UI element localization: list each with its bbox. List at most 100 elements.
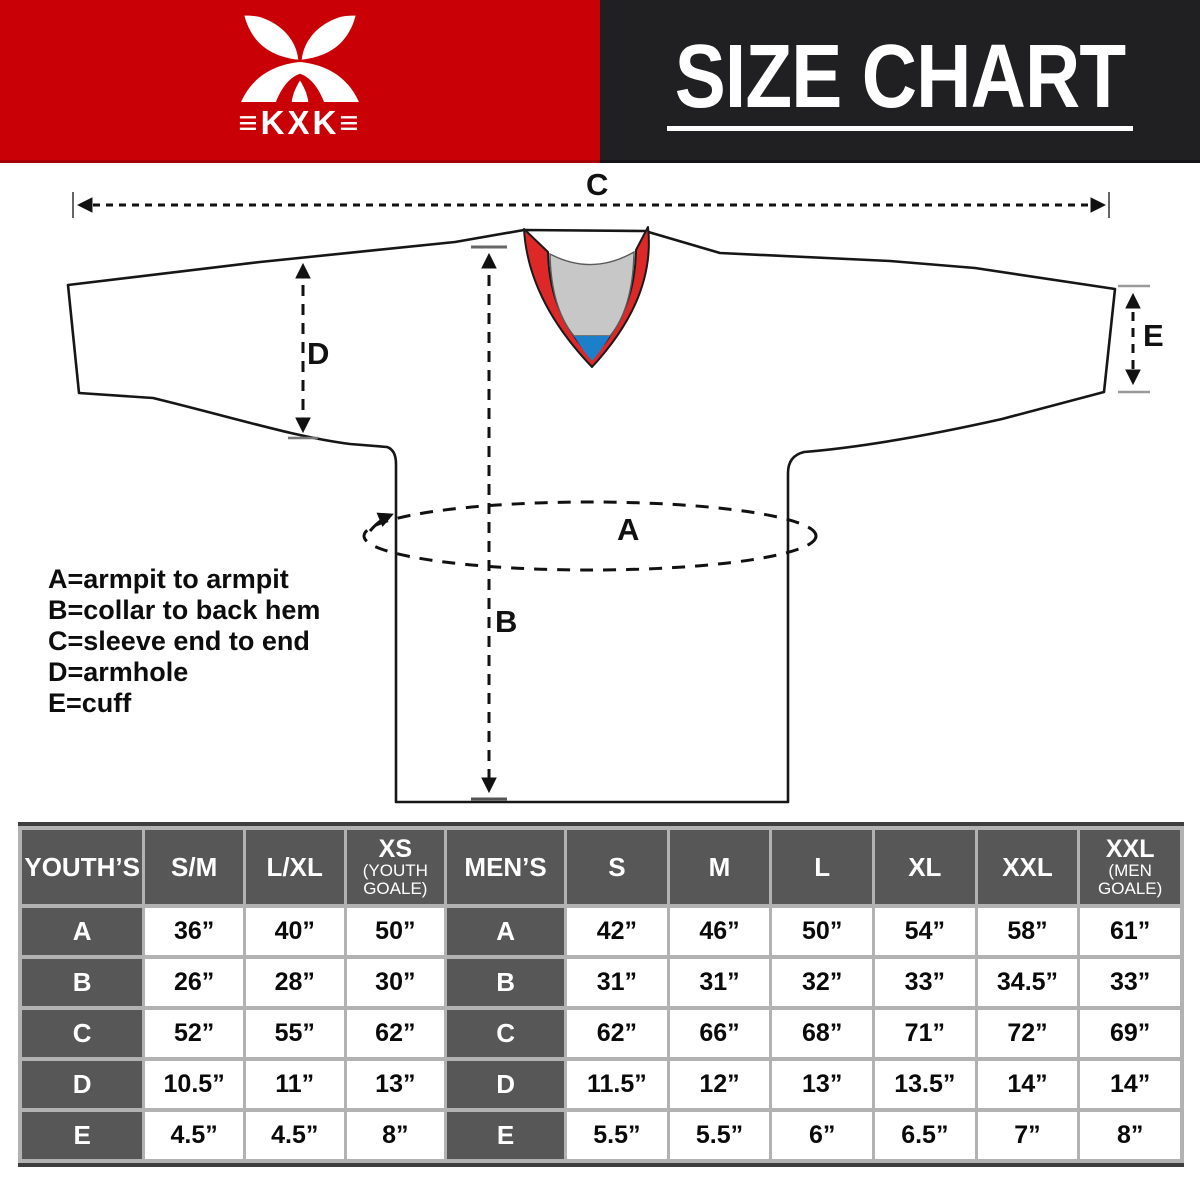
youth-col-label: XS	[378, 834, 413, 863]
youth-size-value: 4.5”	[245, 1112, 344, 1159]
title-panel: SIZE CHART	[600, 0, 1200, 163]
men-col-header: M	[669, 830, 770, 904]
youth-size-value: 26”	[145, 959, 243, 1006]
page-title: SIZE CHART	[674, 27, 1126, 127]
banner: ≡KXK≡ SIZE CHART	[0, 0, 1200, 163]
men-col-header: XXL	[977, 830, 1078, 904]
row-label: E	[22, 1112, 143, 1159]
youth-size-value: 40”	[245, 908, 344, 955]
dim-line-d	[288, 262, 318, 440]
legend-line-a: A=armpit to armpit	[48, 564, 289, 594]
legend-line-b: B=collar to back hem	[48, 595, 321, 625]
men-size-value: 33”	[1080, 959, 1180, 1006]
youth-col-header: XS (YOUTH GOALE)	[346, 830, 445, 904]
table-row: D 10.5” 11” 13” D 11.5” 12” 13” 13.5” 14” 14”	[22, 1061, 1180, 1108]
legend-line-c: C=sleeve end to end	[48, 626, 310, 656]
dim-ellipse-a	[362, 500, 818, 572]
men-size-value: 32”	[772, 959, 872, 1006]
collar-gray-inner	[549, 250, 635, 337]
legend-line-d: D=armhole	[48, 657, 189, 687]
men-size-value: 6.5”	[875, 1112, 975, 1159]
men-col-label: XXL	[1105, 834, 1155, 863]
youth-group-header: YOUTH’S	[22, 830, 143, 904]
size-table: YOUTH’S S/M L/XL XS (YOUTH GOALE) MEN’S S M L XL X…	[19, 826, 1183, 1163]
youth-size-value: 13”	[346, 1061, 445, 1108]
men-size-value: 5.5”	[669, 1112, 770, 1159]
men-col-label: XL	[908, 852, 942, 882]
men-group-header: MEN’S	[447, 830, 565, 904]
men-size-value: 61”	[1080, 908, 1180, 955]
row-label: D	[22, 1061, 143, 1108]
row-label: A	[22, 908, 143, 955]
title-underline	[667, 126, 1133, 131]
men-size-value: 72”	[977, 1010, 1078, 1057]
row-label: D	[447, 1061, 565, 1108]
youth-col-label: S/M	[171, 852, 218, 882]
row-label: A	[447, 908, 565, 955]
men-col-header: XXL (MEN GOALE)	[1080, 830, 1180, 904]
youth-size-value: 28”	[245, 959, 344, 1006]
men-col-sublabel: (MEN GOALE)	[1098, 860, 1163, 898]
men-size-value: 31”	[669, 959, 770, 1006]
youth-size-value: 36”	[145, 908, 243, 955]
row-label: B	[22, 959, 143, 1006]
brand-panel: ≡KXK≡	[0, 0, 600, 163]
men-size-value: 6”	[772, 1112, 872, 1159]
row-label: C	[22, 1010, 143, 1057]
table-row: C 52” 55” 62” C 62” 66” 68” 71” 72” 69”	[22, 1010, 1180, 1057]
legend-line-e: E=cuff	[48, 688, 132, 718]
youth-col-label: L/XL	[266, 852, 323, 882]
measurement-legend: A=armpit to armpit B=collar to back hem …	[48, 564, 320, 719]
men-col-label: S	[608, 852, 626, 882]
youth-size-value: 62”	[346, 1010, 445, 1057]
dim-label-b: B	[495, 604, 518, 639]
men-size-value: 69”	[1080, 1010, 1180, 1057]
men-size-value: 33”	[875, 959, 975, 1006]
men-size-value: 62”	[567, 1010, 667, 1057]
men-size-value: 8”	[1080, 1112, 1180, 1159]
men-col-header: XL	[875, 830, 975, 904]
jersey-diagram	[66, 192, 1150, 804]
men-size-value: 5.5”	[567, 1112, 667, 1159]
size-table-body: A 36” 40” 50” A 42” 46” 50” 54” 58” 61” B 26” 28” 30” B…	[22, 908, 1180, 1159]
jersey-outline	[66, 228, 1117, 804]
dim-line-c	[72, 192, 1110, 218]
dim-line-b	[471, 245, 507, 801]
youth-size-value: 30”	[346, 959, 445, 1006]
collar-blue-tip	[574, 336, 610, 361]
men-size-value: 58”	[977, 908, 1078, 955]
jersey-collar	[523, 226, 650, 368]
table-row: B 26” 28” 30” B 31” 31” 32” 33” 34.5” 33”	[22, 959, 1180, 1006]
men-size-value: 68”	[772, 1010, 872, 1057]
men-size-value: 13”	[772, 1061, 872, 1108]
dim-line-e	[1118, 284, 1150, 394]
youth-col-header: S/M	[145, 830, 243, 904]
table-header-row: YOUTH’S S/M L/XL XS (YOUTH GOALE) MEN’S S M L XL X…	[22, 830, 1180, 904]
brand-wordmark: ≡KXK≡	[238, 104, 362, 141]
men-size-value: 11.5”	[567, 1061, 667, 1108]
men-size-value: 13.5”	[875, 1061, 975, 1108]
youth-size-value: 10.5”	[145, 1061, 243, 1108]
table-row: A 36” 40” 50” A 42” 46” 50” 54” 58” 61”	[22, 908, 1180, 955]
men-col-label: XXL	[1002, 852, 1053, 882]
men-size-value: 12”	[669, 1061, 770, 1108]
men-col-header: L	[772, 830, 872, 904]
men-size-value: 54”	[875, 908, 975, 955]
row-label: C	[447, 1010, 565, 1057]
men-size-value: 31”	[567, 959, 667, 1006]
dim-label-e: E	[1143, 318, 1164, 353]
youth-col-header: L/XL	[245, 830, 344, 904]
table-row: E 4.5” 4.5” 8” E 5.5” 5.5” 6” 6.5” 7” 8”	[22, 1112, 1180, 1159]
dim-label-c: C	[586, 167, 609, 202]
men-col-header: S	[567, 830, 667, 904]
row-label: B	[447, 959, 565, 1006]
youth-size-value: 50”	[346, 908, 445, 955]
men-col-label: L	[814, 852, 831, 882]
dim-label-d: D	[307, 336, 330, 371]
youth-size-value: 8”	[346, 1112, 445, 1159]
men-size-value: 34.5”	[977, 959, 1078, 1006]
men-size-value: 14”	[1080, 1061, 1180, 1108]
dim-label-a: A	[612, 514, 645, 545]
youth-size-value: 52”	[145, 1010, 243, 1057]
